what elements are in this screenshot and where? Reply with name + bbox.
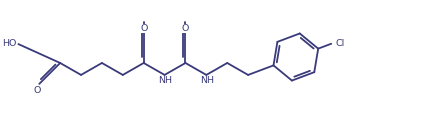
Text: NH: NH (200, 76, 214, 85)
Text: O: O (140, 24, 148, 33)
Text: HO: HO (2, 39, 17, 48)
Text: NH: NH (159, 76, 173, 85)
Text: O: O (182, 24, 189, 33)
Text: Cl: Cl (336, 39, 345, 48)
Text: O: O (34, 86, 41, 95)
